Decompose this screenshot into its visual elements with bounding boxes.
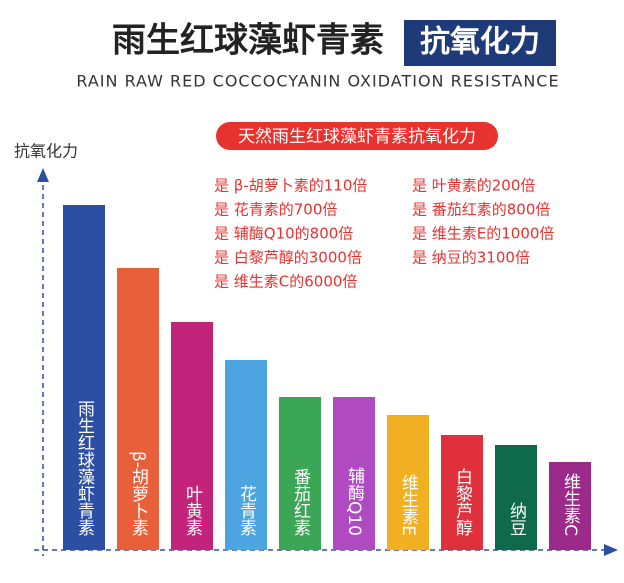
bar-label: β-胡萝卜素 [128, 451, 149, 536]
annotation-line: 是 番茄红素的800倍 [412, 201, 550, 219]
bar [279, 397, 321, 550]
bar-label: 叶黄素 [182, 485, 203, 536]
bar-label: 维生素C [560, 473, 581, 536]
title-badge: 抗氧化力 [420, 25, 540, 60]
annotation-line: 是 维生素C的6000倍 [214, 273, 357, 291]
bar-label: 纳豆 [506, 502, 527, 536]
title-badge-bg [404, 20, 556, 66]
bar-label: 花青素 [236, 485, 257, 536]
y-axis-arrow [37, 168, 49, 182]
annotation-line: 是 维生素E的1000倍 [412, 225, 554, 243]
bar [495, 445, 537, 550]
subtitle: RAIN RAW RED COCCOCYANIN OXIDATION RESIS… [76, 72, 559, 91]
bar [171, 322, 213, 550]
chart-title: 雨生红球藻虾青素 [112, 21, 384, 61]
annotation-title-bg [216, 122, 498, 150]
bar [549, 462, 591, 550]
annotation-line: 是 辅酶Q10的800倍 [214, 225, 353, 243]
annotation-line: 是 纳豆的3100倍 [412, 249, 530, 267]
y-axis-label: 抗氧化力 [14, 142, 78, 161]
bar [117, 268, 159, 550]
annotation-line: 是 白黎芦醇的3000倍 [214, 249, 362, 267]
annotation-line: 是 叶黄素的200倍 [412, 177, 535, 195]
bar [333, 397, 375, 550]
bar [387, 415, 429, 550]
bar-label: 辅酶Q10 [344, 467, 365, 536]
bar-label: 番茄红素 [290, 468, 311, 536]
bar [225, 360, 267, 550]
bar-label: 雨生红球藻虾青素 [74, 400, 95, 536]
bar [63, 205, 105, 550]
bar-label: 维生素E [398, 474, 419, 536]
annotation-line: 是 β-胡萝卜素的110倍 [214, 177, 367, 195]
bar-label: 白黎芦醇 [452, 468, 473, 536]
annotation-line: 是 花青素的700倍 [214, 201, 337, 219]
x-axis-arrow [604, 544, 618, 556]
bar [441, 435, 483, 550]
annotation-title: 天然雨生红球藻虾青素抗氧化力 [238, 127, 476, 147]
